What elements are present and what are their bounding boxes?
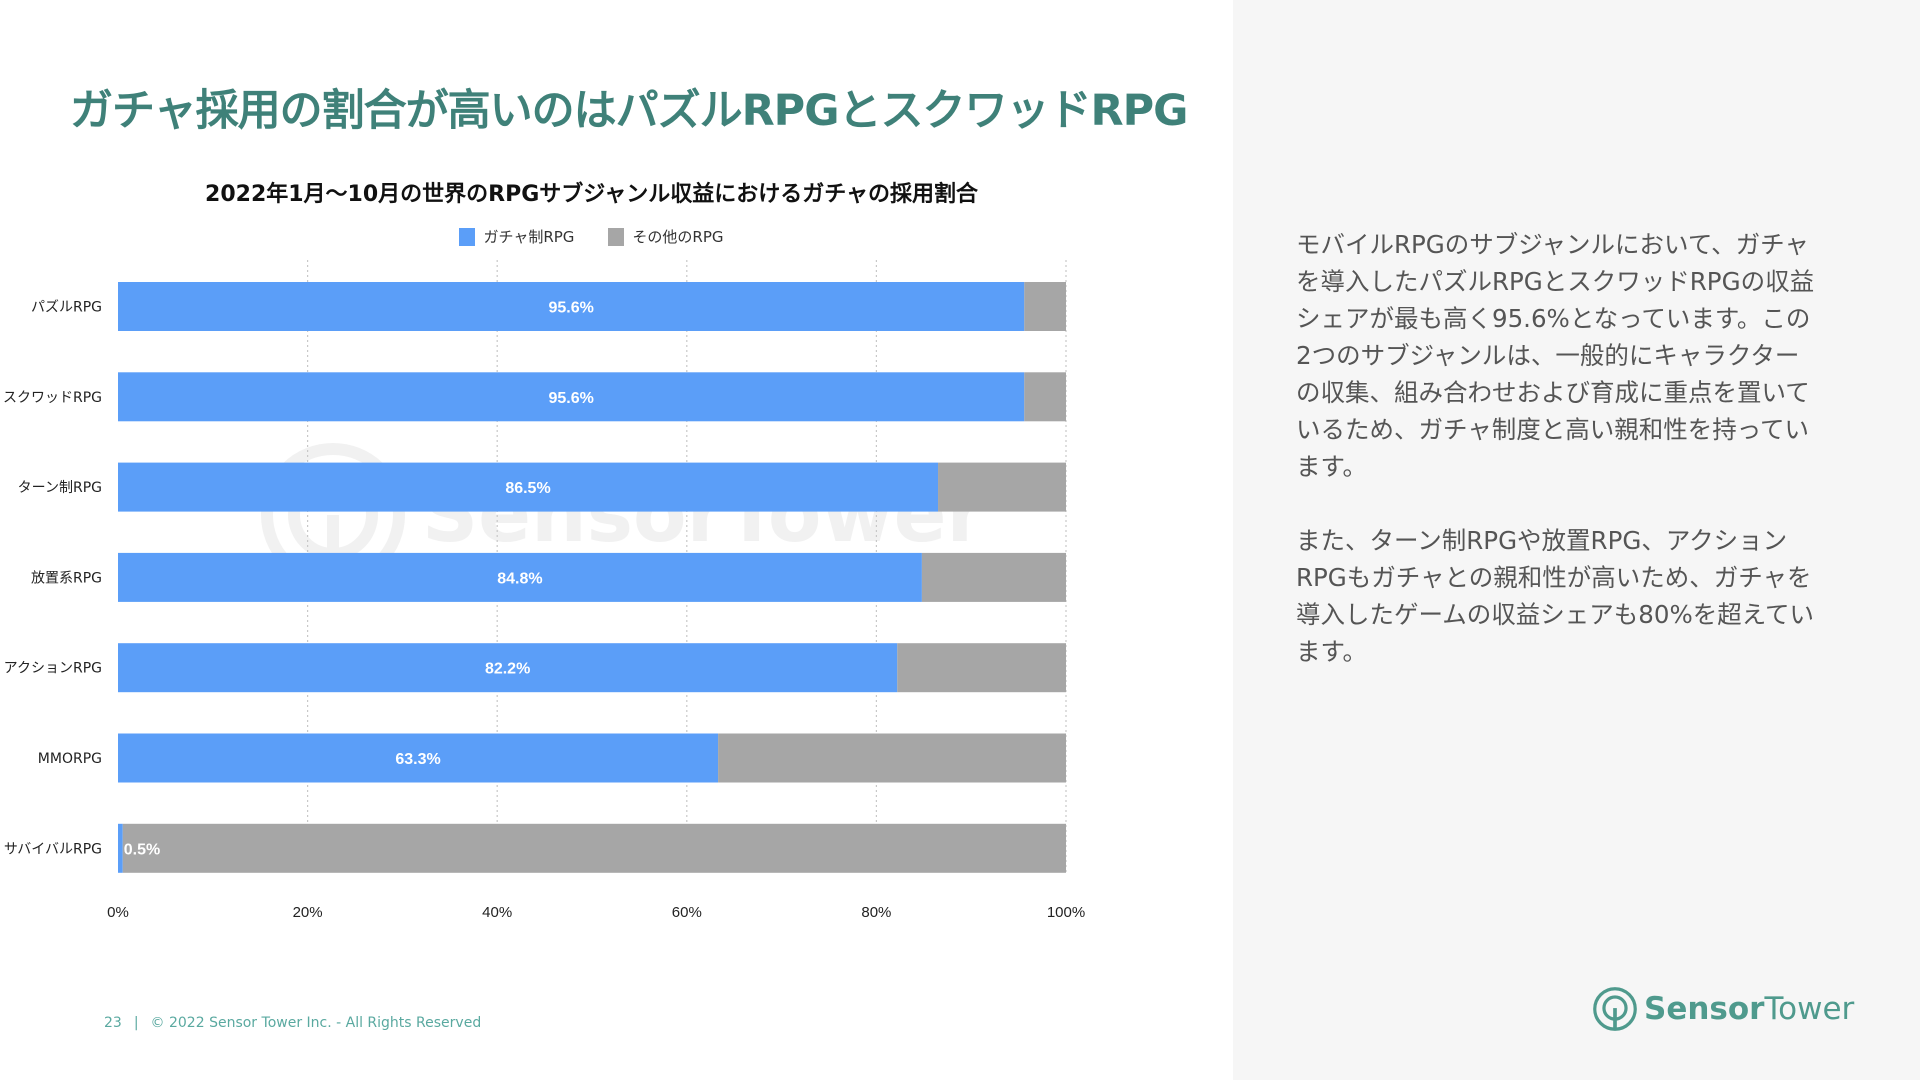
chart-legend: ガチャ制RPG その他のRPG	[0, 226, 1183, 247]
body-paragraph-1: モバイルRPGのサブジャンルにおいて、ガチャを導入したパズルRPGとスクワッドR…	[1296, 230, 1815, 481]
x-tick-label: 40%	[482, 904, 512, 921]
sensor-tower-logo-icon	[1593, 987, 1637, 1031]
data-label: 63.3%	[395, 751, 440, 768]
x-tick-label: 0%	[107, 904, 129, 921]
data-label: 84.8%	[497, 570, 542, 587]
logo-text-light: Tower	[1764, 991, 1855, 1027]
data-label: 82.2%	[485, 661, 530, 678]
bar-other	[921, 552, 1066, 602]
bar-gacha	[118, 643, 898, 693]
copyright: © 2022 Sensor Tower Inc. - All Rights Re…	[150, 1015, 482, 1031]
x-tick-label: 20%	[293, 904, 323, 921]
x-tick-label: 80%	[861, 904, 891, 921]
bar-other	[122, 823, 1067, 873]
legend-item-other: その他のRPG	[608, 226, 724, 247]
stacked-bar-chart: 0% 20% 40% 60% 80% 100% パズルRPG 95.6% スクワッドRPG 95.…	[3, 260, 1085, 921]
body-text: モバイルRPGのサブジャンルにおいて、ガチャを導入したパズルRPGとスクワッドR…	[1296, 226, 1816, 707]
x-tick-label: 60%	[672, 904, 702, 921]
bar-other	[938, 462, 1066, 512]
y-category-label: MMORPG	[38, 751, 102, 767]
legend-item-gacha: ガチャ制RPG	[459, 226, 574, 247]
data-label: 95.6%	[548, 300, 593, 317]
bar-gacha	[118, 372, 1025, 422]
bar-gacha	[118, 552, 922, 602]
legend-label-gacha: ガチャ制RPG	[483, 228, 575, 246]
bar-gacha	[118, 823, 123, 873]
y-category-label: アクションRPG	[4, 661, 102, 677]
bar-other	[1024, 372, 1066, 422]
legend-swatch-other	[608, 227, 625, 246]
x-tick-label: 100%	[1047, 904, 1085, 921]
footer: 23 | © 2022 Sensor Tower Inc. - All Rights…	[104, 1015, 481, 1031]
data-label: 86.5%	[505, 480, 550, 497]
legend-swatch-gacha	[459, 227, 476, 246]
body-paragraph-2: また、ターン制RPGや放置RPG、アクションRPGもガチャとの親和性が高いため、…	[1296, 526, 1814, 666]
data-label: 95.6%	[548, 390, 593, 407]
y-category-label: パズルRPG	[31, 300, 102, 316]
chart-title: 2022年1月〜10月の世界のRPGサブジャンル収益におけるガチャの採用割合	[205, 182, 978, 207]
sensor-tower-logo: SensorTower	[1592, 986, 1854, 1032]
bar-other	[897, 643, 1066, 693]
bar-gacha	[118, 733, 719, 783]
y-category-label: スクワッドRPG	[3, 390, 102, 406]
legend-label-other: その他のRPG	[632, 228, 724, 246]
y-category-label: 放置系RPG	[31, 570, 102, 586]
y-category-label: サバイバルRPG	[4, 841, 102, 857]
page-number: 23	[104, 1015, 122, 1031]
y-category-label: ターン制RPG	[18, 480, 102, 496]
data-label: 0.5%	[124, 841, 160, 858]
slide-title: ガチャ採用の割合が高いのはパズルRPGとスクワッドRPG	[70, 86, 1188, 136]
logo-text-bold: Sensor	[1644, 991, 1765, 1027]
bar-other	[1024, 282, 1066, 331]
footer-separator: |	[133, 1015, 139, 1031]
side-panel	[1233, 0, 1920, 1080]
bar-other	[718, 733, 1066, 783]
bar-gacha	[118, 462, 939, 512]
bar-gacha	[118, 282, 1025, 331]
